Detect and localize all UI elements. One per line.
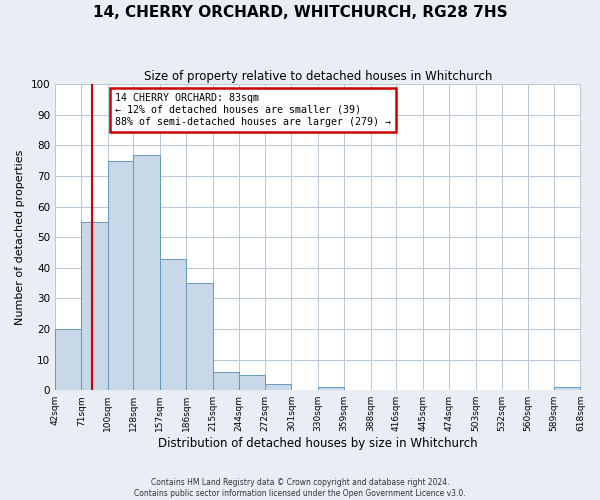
- Bar: [160, 258, 187, 390]
- Bar: [213, 372, 239, 390]
- X-axis label: Distribution of detached houses by size in Whitchurch: Distribution of detached houses by size …: [158, 437, 478, 450]
- Bar: [55, 329, 82, 390]
- Bar: [318, 387, 344, 390]
- Bar: [133, 154, 160, 390]
- Bar: [554, 387, 580, 390]
- Title: Size of property relative to detached houses in Whitchurch: Size of property relative to detached ho…: [143, 70, 492, 83]
- Bar: [239, 375, 265, 390]
- Text: 14 CHERRY ORCHARD: 83sqm
← 12% of detached houses are smaller (39)
88% of semi-d: 14 CHERRY ORCHARD: 83sqm ← 12% of detach…: [115, 94, 391, 126]
- Text: 14, CHERRY ORCHARD, WHITCHURCH, RG28 7HS: 14, CHERRY ORCHARD, WHITCHURCH, RG28 7HS: [92, 5, 508, 20]
- Bar: [187, 283, 213, 390]
- Text: Contains HM Land Registry data © Crown copyright and database right 2024.
Contai: Contains HM Land Registry data © Crown c…: [134, 478, 466, 498]
- Bar: [265, 384, 292, 390]
- Bar: [82, 222, 108, 390]
- Y-axis label: Number of detached properties: Number of detached properties: [15, 150, 25, 325]
- Bar: [108, 160, 133, 390]
